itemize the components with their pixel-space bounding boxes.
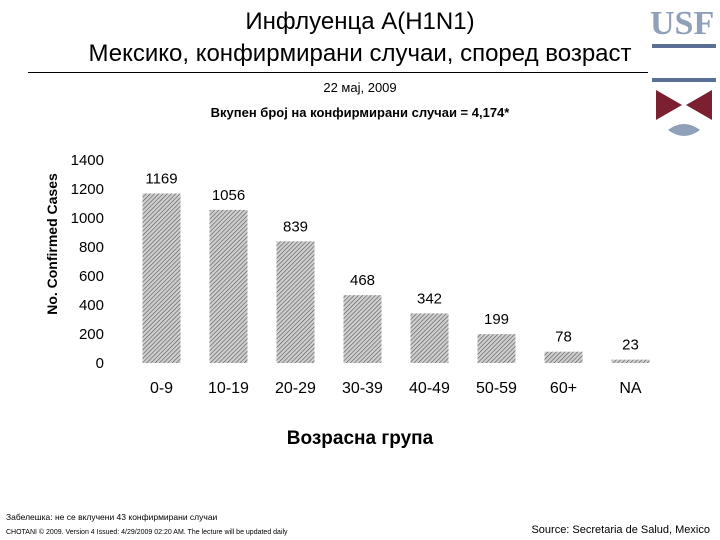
y-tick-label: 1400 [71,152,104,169]
y-tick-label: 600 [79,268,104,285]
chart-title-line1: Инфлуенца А(H1N1) [245,8,475,35]
data-label: 199 [484,311,509,328]
chart-title-line2: Мексико, конфирмирани случаи, според воз… [88,40,632,67]
bar [477,334,516,363]
data-label: 342 [417,290,442,307]
chart-total: Вкупен број на конфирмирани случаи = 4,1… [210,105,510,120]
x-tick-label: 30-39 [342,380,383,397]
chart-date: 22 мај, 2009 [323,80,397,95]
y-tick-label: 0 [96,355,104,372]
bar [544,351,583,363]
usf-logo-icon: USF [648,0,720,150]
x-axis-label: Возрасна група [286,428,434,449]
y-tick-label: 1200 [71,181,104,198]
x-tick-label: 40-49 [409,380,450,397]
x-tick-label: 20-29 [275,380,316,397]
bar [611,359,650,363]
y-tick-label: 400 [79,297,104,314]
y-tick-label: 800 [79,239,104,256]
bar [410,313,449,363]
bar [343,295,382,363]
x-tick-label: 10-19 [208,380,249,397]
data-label: 78 [555,329,572,346]
data-label: 1169 [145,170,177,187]
bar [142,193,181,363]
bar [209,209,248,363]
y-tick-label: 1000 [71,210,104,227]
footnote: Забелешка: не се вклучени 43 конфирмиран… [6,512,218,522]
title-divider [28,72,692,73]
data-label: 23 [622,337,639,354]
copyright-text: CHOTANI © 2009. Version 4 Issued: 4/29/2… [6,529,288,536]
source-text: Source: Secretaria de Salud, Mexico [531,524,710,536]
bar [276,241,315,363]
x-tick-label: 50-59 [476,380,517,397]
logo-letters: USF [650,5,714,42]
x-tick-label: 60+ [550,380,577,397]
y-tick-label: 200 [79,326,104,343]
data-label: 839 [283,218,308,235]
x-tick-label: 0-9 [150,380,173,397]
data-label: 468 [350,272,375,289]
data-label: 1056 [212,187,245,204]
x-tick-label: NA [619,380,642,397]
